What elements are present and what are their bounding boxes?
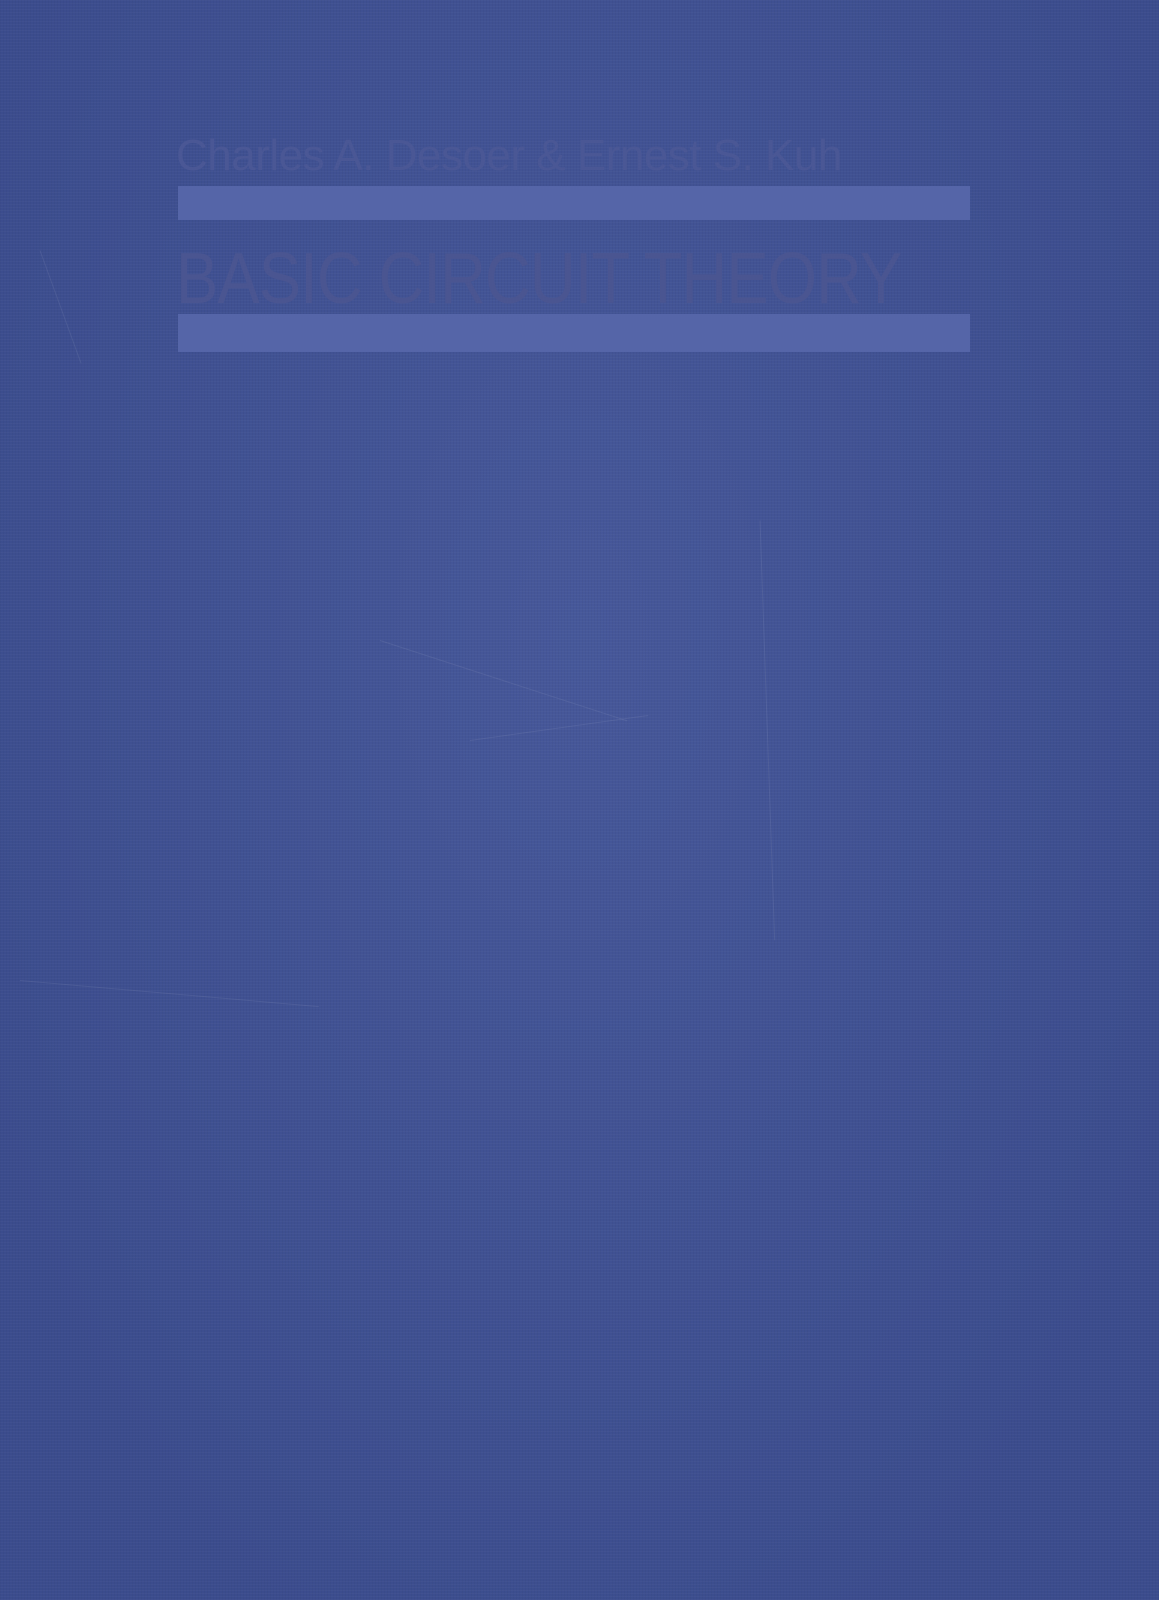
cover-crease xyxy=(469,714,649,741)
cover-crease xyxy=(759,520,776,941)
cover-rule-top xyxy=(178,186,970,220)
cover-rule-bottom xyxy=(178,314,970,352)
cover-crease xyxy=(39,250,82,364)
cover-title: BASIC CIRCUIT THEORY xyxy=(176,239,902,319)
cover-crease xyxy=(19,980,319,1008)
cover-authors: Charles A. Desoer & Ernest S. Kuh xyxy=(176,131,842,180)
cover-crease xyxy=(379,640,628,722)
